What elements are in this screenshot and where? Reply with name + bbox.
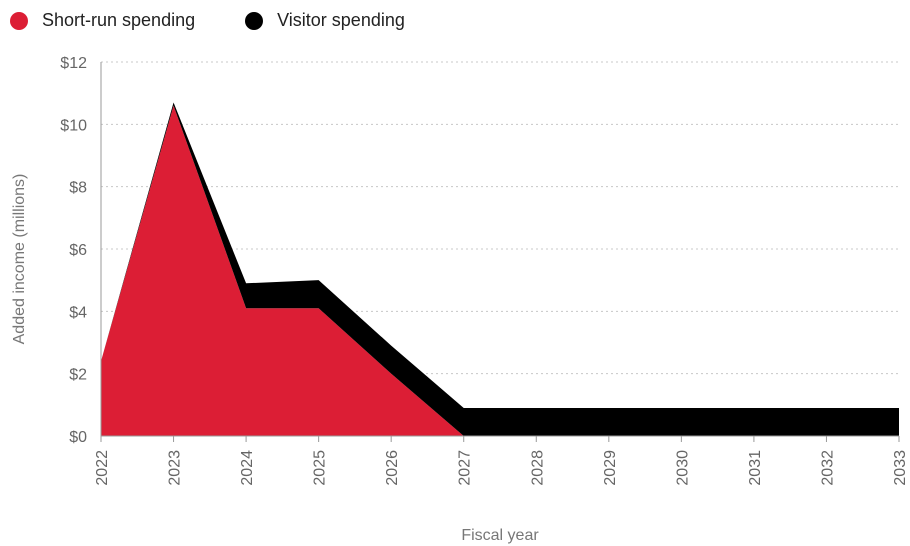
y-tick-labels: $0 $2 $4 $6 $8 $10 $12 xyxy=(60,55,87,446)
grid-lines xyxy=(101,61,899,375)
y-tick-label: $12 xyxy=(60,55,87,72)
axes xyxy=(100,62,899,437)
x-tick-label: 2033 xyxy=(892,450,909,486)
area-series-0 xyxy=(101,105,899,436)
x-axis-title: Fiscal year xyxy=(461,527,539,544)
x-tick-label: 2032 xyxy=(819,450,836,486)
y-tick-label: $6 xyxy=(69,242,87,259)
x-tick-label: 2022 xyxy=(94,450,111,486)
legend-item-visitor: Visitor spending xyxy=(245,10,405,31)
x-tick-labels: 2022 2023 2024 2025 2026 2027 2028 2029 2030 2031… xyxy=(94,436,909,486)
x-tick-label: 2023 xyxy=(167,450,184,486)
chart-areas xyxy=(101,102,899,437)
legend-swatch-short-run xyxy=(10,11,28,30)
legend-item-short-run: Short-run spending xyxy=(10,10,195,31)
y-axis-title: Added income (millions) xyxy=(11,174,28,345)
y-tick-label: $2 xyxy=(69,367,87,384)
y-tick-label: $4 xyxy=(69,304,87,321)
x-tick-label: 2030 xyxy=(674,450,691,486)
x-tick-label: 2027 xyxy=(457,450,474,486)
legend-label-visitor: Visitor spending xyxy=(277,10,405,30)
legend-swatch-visitor xyxy=(245,11,264,30)
y-tick-label: $8 xyxy=(69,180,87,197)
x-tick-label: 2029 xyxy=(602,450,619,486)
y-tick-label: $0 xyxy=(69,429,87,446)
legend: Short-run spending Visitor spending xyxy=(10,10,405,31)
y-tick-label: $10 xyxy=(60,117,87,134)
x-tick-label: 2025 xyxy=(312,450,329,486)
legend-label-short-run: Short-run spending xyxy=(42,10,196,30)
x-tick-label: 2024 xyxy=(239,450,256,486)
x-tick-label: 2028 xyxy=(529,450,546,486)
x-tick-label: 2031 xyxy=(747,450,764,486)
x-tick-label: 2026 xyxy=(384,450,401,486)
